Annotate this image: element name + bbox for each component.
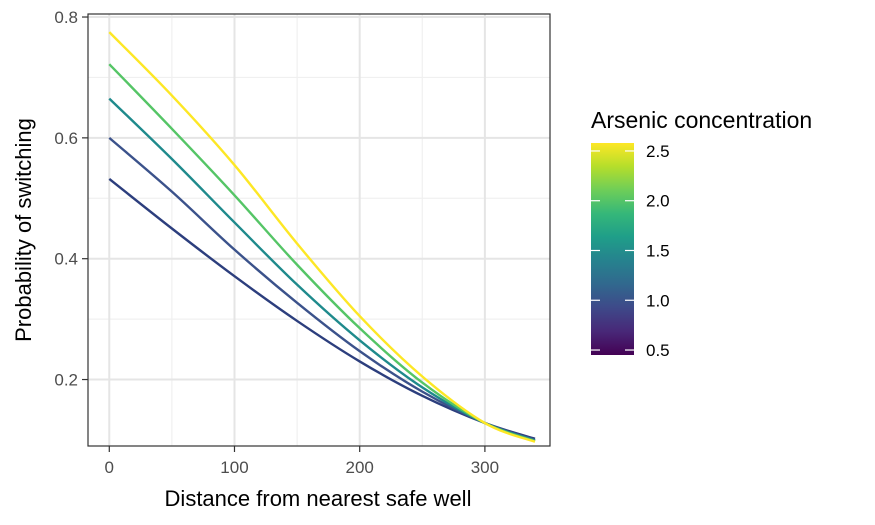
x-tick-label: 100 (220, 458, 248, 477)
x-tick-label: 0 (105, 458, 114, 477)
plot-panel (88, 14, 550, 446)
colorbar (591, 143, 634, 355)
legend-tick-label: 1.0 (646, 291, 670, 310)
legend-tick-label: 2.5 (646, 142, 670, 161)
y-tick-label: 0.6 (54, 129, 78, 148)
y-tick-label: 0.8 (54, 8, 78, 27)
legend-title: Arsenic concentration (591, 107, 812, 133)
y-axis-title: Probability of switching (11, 118, 36, 342)
plot-area: 0 100 200 300 0.2 0.4 0.6 0.8 (54, 8, 551, 477)
y-tick-label: 0.2 (54, 371, 78, 390)
legend-tick-label: 0.5 (646, 341, 670, 360)
legend-tick-label: 2.0 (646, 192, 670, 211)
legend-tick-label: 1.5 (646, 241, 670, 260)
y-tick-label: 0.4 (54, 250, 78, 269)
legend: Arsenic concentration 0.5 1.0 1.5 2.0 2.5 (591, 107, 812, 360)
x-axis-title: Distance from nearest safe well (165, 486, 472, 511)
x-tick-label: 300 (471, 458, 499, 477)
plot-border (87, 13, 551, 447)
series-line (108, 31, 536, 443)
x-tick-label: 200 (346, 458, 374, 477)
